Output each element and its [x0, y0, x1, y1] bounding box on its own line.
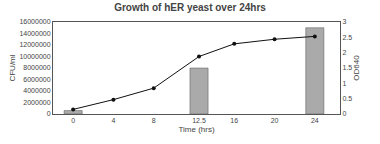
svg-text:20: 20: [271, 117, 279, 124]
svg-text:Growth of hER yeast over 24hrs: Growth of hER yeast over 24hrs: [114, 2, 266, 13]
svg-text:16000000: 16000000: [19, 18, 50, 25]
svg-text:8000000: 8000000: [23, 64, 50, 71]
svg-text:0.5: 0.5: [342, 95, 352, 102]
svg-text:3: 3: [342, 18, 346, 25]
svg-text:10000000: 10000000: [19, 53, 50, 60]
svg-text:0: 0: [47, 110, 51, 117]
svg-text:24: 24: [311, 117, 319, 124]
svg-text:CFU/ml: CFU/ml: [8, 54, 17, 81]
svg-text:0: 0: [342, 110, 346, 117]
svg-text:12000000: 12000000: [19, 41, 50, 48]
svg-text:6000000: 6000000: [23, 76, 50, 83]
svg-text:16: 16: [230, 117, 238, 124]
svg-text:1: 1: [342, 80, 346, 87]
svg-text:Time (hrs): Time (hrs): [178, 125, 214, 134]
svg-text:OD640: OD640: [352, 55, 361, 81]
svg-text:1.5: 1.5: [342, 64, 352, 71]
svg-text:4: 4: [111, 117, 115, 124]
svg-text:0: 0: [71, 117, 75, 124]
svg-text:14000000: 14000000: [19, 30, 50, 37]
svg-text:2000000: 2000000: [23, 99, 50, 106]
svg-text:4000000: 4000000: [23, 87, 50, 94]
svg-text:2.5: 2.5: [342, 34, 352, 41]
svg-text:2: 2: [342, 49, 346, 56]
svg-text:8: 8: [152, 117, 156, 124]
svg-text:12.5: 12.5: [192, 117, 206, 124]
